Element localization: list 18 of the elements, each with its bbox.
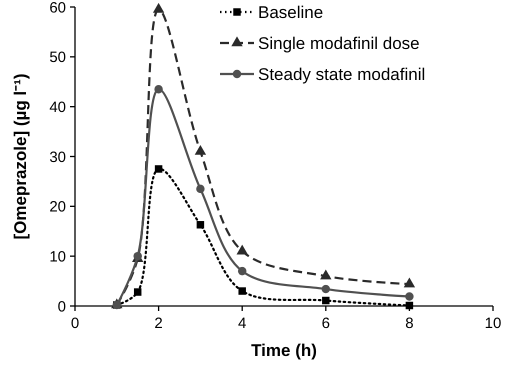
x-tick-label: 10 [484, 315, 502, 332]
y-axis-title: [Omeprazole] (µg l⁻¹) [11, 74, 30, 240]
legend-label: Single modafinil dose [258, 34, 420, 53]
x-tick-label: 0 [70, 315, 80, 332]
x-tick-label: 4 [238, 315, 246, 332]
legend-label: Steady state modafinil [258, 64, 426, 84]
y-tick-label: 0 [58, 298, 66, 316]
y-tick-label: 20 [49, 198, 66, 216]
legend-label: Baseline [258, 2, 324, 22]
y-tick-label: 40 [49, 98, 66, 116]
y-tick-label: 60 [49, 0, 66, 16]
y-tick-label: 50 [49, 49, 66, 66]
y-tick-label: 30 [49, 148, 66, 166]
x-tick-label: 8 [405, 315, 414, 332]
x-tick-label: 2 [154, 315, 163, 332]
x-tick-label: 6 [322, 315, 330, 332]
y-tick-label: 10 [49, 248, 66, 266]
x-axis-title: Time (h) [251, 341, 317, 360]
